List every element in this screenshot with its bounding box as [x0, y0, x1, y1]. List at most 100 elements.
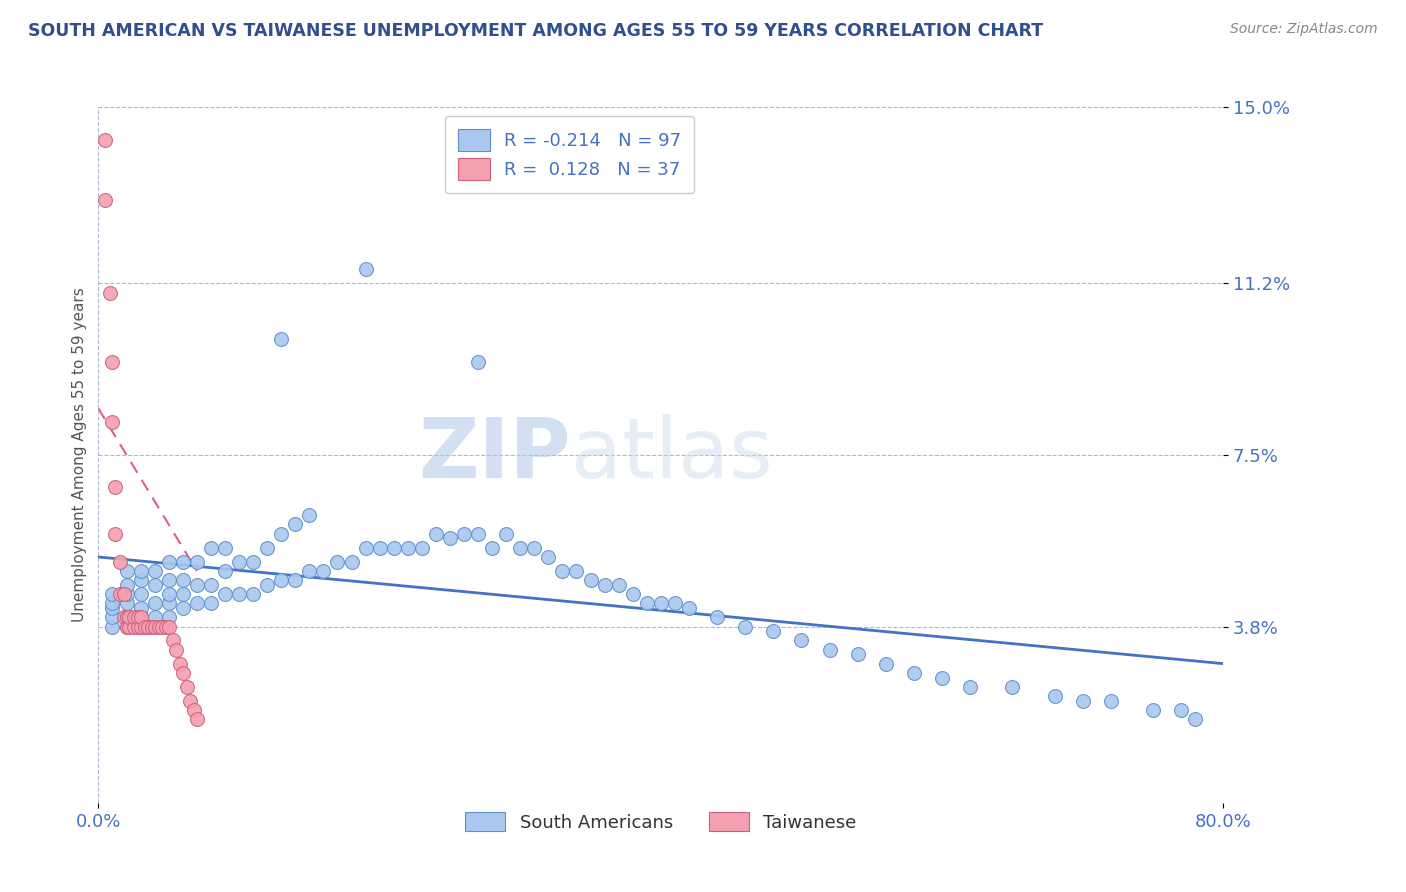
Point — [118, 610, 141, 624]
Point — [664, 596, 686, 610]
Point — [129, 610, 152, 624]
Point — [214, 564, 236, 578]
Point — [143, 564, 166, 578]
Point — [467, 355, 489, 369]
Point — [136, 619, 159, 633]
Point — [129, 601, 152, 615]
Point — [112, 610, 135, 624]
Point — [115, 596, 138, 610]
Text: Source: ZipAtlas.com: Source: ZipAtlas.com — [1230, 22, 1378, 37]
Point — [1142, 703, 1164, 717]
Point — [172, 587, 194, 601]
Point — [186, 596, 208, 610]
Point — [115, 610, 138, 624]
Point — [509, 541, 531, 555]
Point — [368, 541, 391, 555]
Point — [129, 610, 152, 624]
Point — [762, 624, 785, 639]
Point — [256, 578, 278, 592]
Point — [101, 355, 124, 369]
Point — [621, 587, 644, 601]
Point — [354, 262, 377, 277]
Point — [467, 526, 489, 541]
Point — [118, 619, 141, 633]
Point — [186, 578, 208, 592]
Point — [143, 578, 166, 592]
Point — [157, 619, 180, 633]
Point — [127, 610, 149, 624]
Point — [115, 587, 138, 601]
Point — [172, 573, 194, 587]
Point — [148, 619, 170, 633]
Point — [565, 564, 588, 578]
Point — [903, 665, 925, 680]
Point — [706, 610, 728, 624]
Point — [115, 578, 138, 592]
Point — [115, 564, 138, 578]
Point — [200, 578, 222, 592]
Point — [1170, 703, 1192, 717]
Point — [396, 541, 419, 555]
Point — [157, 573, 180, 587]
Point — [115, 619, 138, 633]
Point — [176, 680, 198, 694]
Point — [298, 564, 321, 578]
Point — [186, 712, 208, 726]
Point — [214, 541, 236, 555]
Point — [270, 332, 292, 346]
Point — [143, 596, 166, 610]
Point — [172, 555, 194, 569]
Point — [453, 526, 475, 541]
Point — [129, 564, 152, 578]
Legend: South Americans, Taiwanese: South Americans, Taiwanese — [454, 801, 868, 842]
Point — [162, 633, 184, 648]
Point — [200, 541, 222, 555]
Point — [354, 541, 377, 555]
Point — [157, 587, 180, 601]
Point — [200, 596, 222, 610]
Point — [179, 694, 201, 708]
Point — [607, 578, 630, 592]
Point — [186, 555, 208, 569]
Point — [1184, 712, 1206, 726]
Point — [94, 193, 117, 207]
Text: ZIP: ZIP — [419, 415, 571, 495]
Point — [270, 526, 292, 541]
Point — [650, 596, 672, 610]
Point — [537, 549, 560, 564]
Point — [579, 573, 602, 587]
Point — [256, 541, 278, 555]
Point — [214, 587, 236, 601]
Point — [790, 633, 813, 648]
Point — [242, 587, 264, 601]
Point — [284, 517, 307, 532]
Point — [959, 680, 981, 694]
Point — [326, 555, 349, 569]
Point — [115, 610, 138, 624]
Point — [481, 541, 503, 555]
Point — [270, 573, 292, 587]
Point — [678, 601, 700, 615]
Point — [129, 573, 152, 587]
Point — [108, 587, 131, 601]
Point — [312, 564, 335, 578]
Point — [1099, 694, 1122, 708]
Point — [1001, 680, 1024, 694]
Point — [141, 619, 163, 633]
Point — [551, 564, 574, 578]
Point — [1071, 694, 1094, 708]
Point — [846, 648, 869, 662]
Point — [129, 619, 152, 633]
Point — [169, 657, 191, 671]
Point — [172, 665, 194, 680]
Point — [157, 555, 180, 569]
Point — [127, 619, 149, 633]
Y-axis label: Unemployment Among Ages 55 to 59 years: Unemployment Among Ages 55 to 59 years — [72, 287, 87, 623]
Point — [143, 619, 166, 633]
Point — [1043, 689, 1066, 703]
Point — [183, 703, 205, 717]
Point — [122, 619, 145, 633]
Point — [165, 642, 187, 657]
Point — [172, 601, 194, 615]
Point — [425, 526, 447, 541]
